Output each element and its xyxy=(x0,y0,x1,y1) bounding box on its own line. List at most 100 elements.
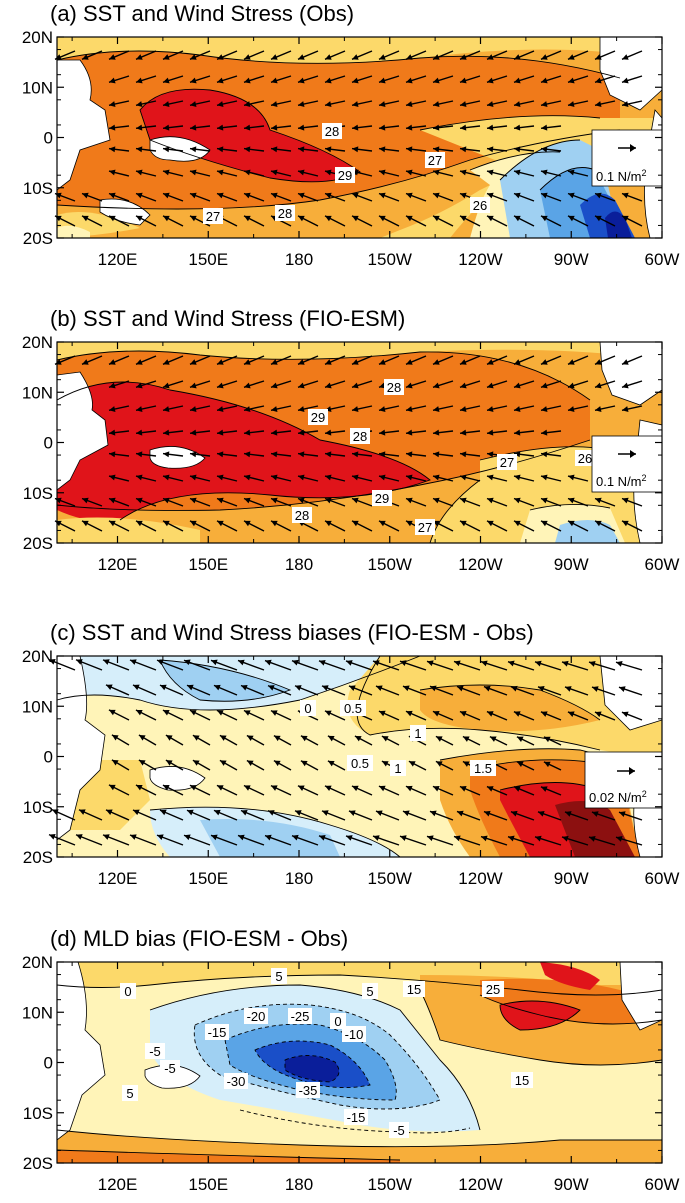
wind-arrow-head xyxy=(406,54,413,60)
wind-arrow-head xyxy=(244,429,251,436)
wind-arrow-head xyxy=(130,659,137,665)
wind-arrow-head xyxy=(435,736,443,742)
svg-text:5: 5 xyxy=(366,984,373,999)
wind-arrow-head xyxy=(213,809,221,816)
wind-arrow-head xyxy=(622,382,629,389)
wind-arrow-head xyxy=(109,124,116,131)
wind-arrow-head xyxy=(460,451,467,458)
wind-arrow-head xyxy=(325,169,332,176)
wind-arrow-head xyxy=(622,215,629,222)
wind-arrow-head xyxy=(543,736,551,743)
wind-arrow-head xyxy=(568,359,575,365)
wind-arrow-head xyxy=(190,520,197,527)
wind-arrow-head xyxy=(190,406,197,412)
wind-arrow-head xyxy=(163,124,170,131)
svg-text:27: 27 xyxy=(428,153,442,168)
svg-text:0.5: 0.5 xyxy=(351,756,369,771)
wind-arrow-head xyxy=(163,101,170,107)
wind-arrow-head xyxy=(240,684,248,691)
wind-arrow-head xyxy=(487,406,494,412)
wind-arrow-head xyxy=(109,520,116,527)
lon-tick-label: 150E xyxy=(188,1175,228,1194)
wind-arrow-head xyxy=(568,101,575,107)
wind-arrow-head xyxy=(433,124,440,131)
wind-arrow-head xyxy=(325,382,332,389)
wind-arrow-head xyxy=(189,785,197,791)
panel-b-reference-vector: 0.1 N/m2 xyxy=(591,435,663,493)
wind-arrow-head xyxy=(460,77,467,84)
wind-arrow-head xyxy=(82,497,89,504)
wind-arrow-head xyxy=(514,77,521,84)
svg-text:28: 28 xyxy=(295,508,309,523)
wind-arrow-head xyxy=(271,406,278,412)
wind-arrow-head xyxy=(460,359,467,365)
svg-text:-10: -10 xyxy=(345,1027,364,1042)
wind-arrow-head xyxy=(111,734,119,741)
wind-arrow-head xyxy=(379,474,386,481)
wind-arrow-head xyxy=(406,451,413,458)
wind-arrow-head xyxy=(132,684,140,691)
wind-arrow-head xyxy=(406,146,413,153)
panel-d-map xyxy=(56,961,663,1163)
svg-text:1.5: 1.5 xyxy=(474,761,492,776)
wind-arrow-head xyxy=(454,660,461,667)
lon-tick-label: 60W xyxy=(645,555,680,574)
wind-arrow-head xyxy=(514,124,521,131)
wind-arrow-head xyxy=(243,785,251,791)
wind-arrow-head xyxy=(433,406,440,412)
wind-arrow-head xyxy=(535,835,542,842)
wind-arrow-head xyxy=(238,834,245,841)
wind-arrow-head xyxy=(190,124,197,131)
wind-arrow-head xyxy=(483,810,491,817)
wind-arrow-head xyxy=(486,786,494,792)
wind-arrow-head xyxy=(510,810,518,817)
wind-arrow-head xyxy=(375,810,383,817)
wind-arrow-head xyxy=(568,497,575,504)
panel-c-title: (c) SST and Wind Stress biases (FIO-ESM … xyxy=(50,620,534,645)
wind-arrow-head xyxy=(513,711,521,717)
wind-arrow-head xyxy=(514,451,521,458)
contour-label: -5 xyxy=(145,1043,165,1059)
wind-arrow-head xyxy=(325,497,332,504)
wind-arrow-head xyxy=(460,54,467,60)
wind-arrow-head xyxy=(541,520,548,527)
wind-arrow-head xyxy=(487,192,494,199)
wind-arrow-head xyxy=(406,169,413,176)
wind-arrow-head xyxy=(594,711,602,718)
wind-arrow-head xyxy=(541,124,548,131)
wind-arrow-head xyxy=(136,520,143,527)
panel-b-wind-vectors xyxy=(54,355,643,532)
svg-text:27: 27 xyxy=(418,520,432,535)
lat-tick-label: 10N xyxy=(22,78,53,97)
wind-arrow-head xyxy=(540,786,548,792)
svg-text:0.1 N/m2: 0.1 N/m2 xyxy=(596,473,647,489)
wind-arrow-head xyxy=(379,359,386,365)
contour-label: 5 xyxy=(122,1085,138,1101)
wind-arrow-head xyxy=(406,101,413,107)
panel-d-mld-bias: (d) MLD bias (FIO-ESM - Obs) xyxy=(50,926,663,1164)
wind-arrow-head xyxy=(379,124,386,131)
lon-tick-label: 150E xyxy=(188,869,228,888)
wind-arrow-head xyxy=(379,146,386,153)
wind-arrow-head xyxy=(211,659,218,666)
wind-arrow-head xyxy=(541,474,548,481)
wind-arrow-head xyxy=(454,835,461,842)
wind-arrow-head xyxy=(622,359,629,365)
wind-arrow-head xyxy=(217,497,224,504)
lon-tick-label: 60W xyxy=(645,250,680,269)
wind-arrow-head xyxy=(82,54,89,60)
contour-label: 27 xyxy=(415,519,435,535)
wind-arrow-head xyxy=(352,474,359,481)
wind-arrow-head xyxy=(136,451,143,458)
svg-text:5: 5 xyxy=(126,1086,133,1101)
svg-text:-25: -25 xyxy=(291,1009,310,1024)
wind-arrow-head xyxy=(136,77,143,84)
lat-tick-label: 10S xyxy=(23,484,53,503)
wind-arrow-head xyxy=(514,474,521,481)
contour-label: 26 xyxy=(470,197,490,213)
wind-arrow-head xyxy=(49,659,56,665)
panel-a-sst-wind-obs: (a) SST and Wind Stress (Obs) xyxy=(50,1,663,239)
wind-arrow-head xyxy=(271,382,278,389)
lon-tick-label: 90W xyxy=(554,1175,589,1194)
wind-arrow-head xyxy=(351,785,359,792)
